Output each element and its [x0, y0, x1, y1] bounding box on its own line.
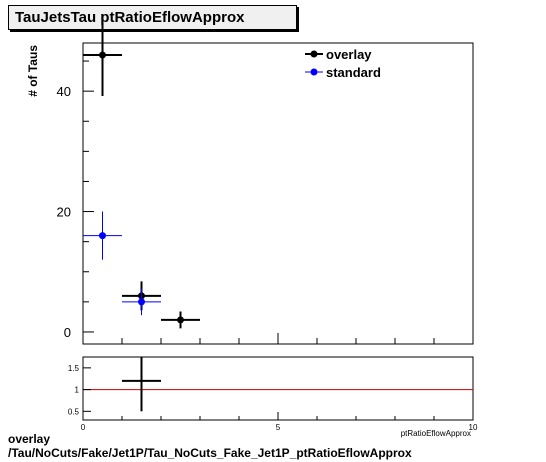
data-point	[83, 14, 122, 96]
plot-title: TauJetsTau ptRatioEflowApprox	[15, 9, 245, 26]
y-axis-label: # of Taus	[26, 45, 40, 97]
ratio-y-tick-label: 1	[75, 386, 80, 395]
legend-marker	[310, 68, 318, 76]
marker	[99, 51, 106, 59]
ratio-y-tick-label: 0.5	[68, 407, 80, 416]
footer-line-1: overlay	[8, 432, 51, 446]
ratio-y-tick-label: 1.5	[68, 364, 80, 373]
title-box: TauJetsTau ptRatioEflowApprox	[8, 5, 297, 30]
x-axis-label: ptRatioEflowApprox	[401, 429, 471, 438]
y-tick-label: 0	[64, 325, 71, 340]
data-point	[161, 311, 200, 329]
data-point	[83, 211, 122, 260]
legend-label: standard	[326, 65, 381, 80]
y-tick-label: 20	[57, 205, 71, 220]
ratio-point	[122, 357, 161, 412]
x-tick-label: 10	[469, 423, 478, 432]
data-point	[122, 288, 161, 316]
legend-marker	[310, 50, 318, 58]
footer-line-2: /Tau/NoCuts/Fake/Jet1P/Tau_NoCuts_Fake_J…	[8, 446, 412, 460]
x-tick-label: 0	[81, 423, 86, 432]
main-plot: 0 20 40 # of Taus overlay standard	[26, 14, 474, 345]
y-tick-label: 40	[57, 84, 71, 99]
marker	[177, 316, 184, 324]
x-tick-label: 5	[276, 423, 281, 432]
marker	[99, 232, 106, 240]
marker	[138, 298, 145, 306]
legend-label: overlay	[326, 47, 372, 62]
legend: overlay standard	[305, 47, 381, 80]
